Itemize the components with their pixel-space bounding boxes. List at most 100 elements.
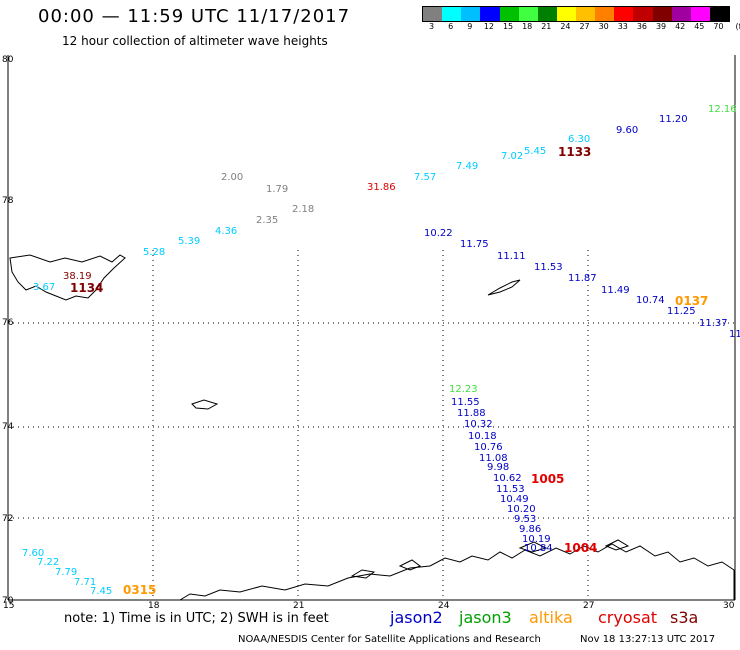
pass-time-label: 1134 bbox=[70, 281, 104, 295]
legend-tick-label: 33 bbox=[617, 22, 628, 31]
y-axis-label: 78 bbox=[2, 196, 14, 206]
wave-height-value: 11 bbox=[729, 329, 740, 340]
wave-height-value: 2.35 bbox=[256, 215, 279, 226]
wave-height-value: 2.00 bbox=[221, 172, 244, 183]
x-axis-label: 24 bbox=[438, 601, 450, 611]
wave-height-value: 31.86 bbox=[367, 182, 396, 193]
wave-height-value: 3.67 bbox=[33, 282, 56, 293]
wave-height-value: 10.22 bbox=[424, 228, 453, 239]
wave-height-value: 7.45 bbox=[90, 586, 113, 597]
legend-swatch bbox=[595, 7, 615, 21]
wave-height-value: 38.19 bbox=[63, 271, 92, 282]
wave-height-value: 7.60 bbox=[22, 548, 45, 559]
coastal-islands bbox=[350, 539, 630, 579]
legend-swatch bbox=[461, 7, 481, 21]
wave-height-value: 10.32 bbox=[464, 419, 493, 430]
y-axis-label: 74 bbox=[2, 422, 14, 432]
wave-height-value: 10.20 bbox=[507, 504, 536, 515]
legend-tick-label: 36 bbox=[636, 22, 648, 31]
page-subtitle: 12 hour collection of altimeter wave hei… bbox=[62, 34, 328, 48]
wave-height-value: 11.49 bbox=[601, 285, 630, 296]
legend-tick-label: 70 bbox=[713, 22, 724, 31]
wave-height-value: 12.23 bbox=[449, 384, 478, 395]
units-note: note: 1) Time is in UTC; 2) SWH is in fe… bbox=[64, 611, 329, 626]
legend-swatch bbox=[652, 7, 672, 21]
satellite-name: altika bbox=[529, 608, 573, 627]
wave-height-value: 11.53 bbox=[496, 484, 525, 495]
pass-time-label: 0315 bbox=[123, 583, 157, 597]
wave-height-value: 11.53 bbox=[534, 262, 563, 273]
y-axis-label: 70 bbox=[2, 596, 14, 606]
wave-height-value: 5.39 bbox=[178, 236, 201, 247]
legend-tick-label: 18 bbox=[522, 22, 533, 31]
wave-height-value: 10.49 bbox=[500, 494, 529, 505]
wave-height-value: 12.16 bbox=[708, 104, 737, 115]
generated-timestamp: Nov 18 13:27:13 UTC 2017 bbox=[580, 634, 716, 645]
legend-swatch bbox=[537, 7, 557, 21]
legend-tick-label: 21 bbox=[541, 22, 552, 31]
legend-swatch bbox=[690, 7, 710, 21]
legend-swatch bbox=[442, 7, 462, 21]
pass-time-label: 0137 bbox=[675, 294, 709, 308]
wave-height-value: 7.71 bbox=[74, 577, 97, 588]
satellite-name: s3a bbox=[670, 608, 699, 627]
satellite-name: jason3 bbox=[459, 608, 512, 627]
legend-swatch bbox=[556, 7, 576, 21]
wave-height-value: 11.75 bbox=[460, 239, 489, 250]
legend-tick-label: 45 bbox=[694, 22, 705, 31]
wave-height-value: 7.79 bbox=[55, 567, 78, 578]
legend-tick-label: 12 bbox=[483, 22, 495, 31]
x-axis-label: 18 bbox=[148, 601, 160, 611]
wave-height-value: 7.49 bbox=[456, 161, 479, 172]
wave-height-value: 5.28 bbox=[143, 247, 166, 258]
pass-time-label: 1005 bbox=[531, 472, 565, 486]
legend-swatch bbox=[709, 7, 729, 21]
y-axis-label: 72 bbox=[2, 514, 14, 524]
wave-height-value: 11.87 bbox=[568, 273, 597, 284]
legend-tick-label: (ft) bbox=[735, 22, 740, 31]
legend-swatch bbox=[423, 7, 443, 21]
legend-swatch bbox=[576, 7, 596, 21]
page-title: 00:00 — 11:59 UTC 11/17/2017 bbox=[38, 6, 351, 27]
wave-height-value: 11.55 bbox=[451, 397, 480, 408]
wave-height-value: 4.36 bbox=[215, 226, 238, 237]
y-axis-label: 80 bbox=[2, 55, 14, 65]
wave-height-value: 2.18 bbox=[292, 204, 315, 215]
satellite-name: cryosat bbox=[598, 608, 658, 627]
legend-swatch bbox=[671, 7, 691, 21]
wave-height-value: 10.19 bbox=[522, 534, 551, 545]
wave-height-value: 7.57 bbox=[414, 172, 437, 183]
legend-tick-label: 9 bbox=[467, 22, 473, 31]
svalbard-coastline bbox=[9, 254, 126, 301]
wave-height-value: 11.37 bbox=[699, 318, 728, 329]
wave-height-value: 10.84 bbox=[524, 543, 553, 554]
legend-tick-label: 30 bbox=[598, 22, 609, 31]
wave-height-color-legend bbox=[422, 6, 730, 22]
legend-swatch bbox=[518, 7, 538, 21]
wave-height-value: 10.18 bbox=[468, 431, 497, 442]
wave-height-value: 6.30 bbox=[568, 134, 591, 145]
wave-height-value: 10.76 bbox=[474, 442, 503, 453]
wave-height-value: 9.53 bbox=[514, 514, 537, 525]
kong-karls-land-coastline bbox=[487, 279, 521, 296]
legend-swatch bbox=[633, 7, 653, 21]
x-axis-label: 30 bbox=[723, 601, 735, 611]
legend-tick-label: 24 bbox=[560, 22, 571, 31]
legend-tick-label: 39 bbox=[655, 22, 667, 31]
wave-height-value: 7.22 bbox=[37, 557, 60, 568]
satellite-name: jason2 bbox=[390, 608, 443, 627]
legend-swatch bbox=[614, 7, 634, 21]
legend-swatch bbox=[499, 7, 519, 21]
x-axis-label: 21 bbox=[293, 601, 305, 611]
bear-island-coastline bbox=[191, 399, 219, 410]
wave-height-value: 9.86 bbox=[519, 524, 542, 535]
legend-tick-label: 42 bbox=[675, 22, 686, 31]
y-axis-label: 76 bbox=[2, 318, 14, 328]
wave-height-value: 9.60 bbox=[616, 125, 639, 136]
legend-tick-label: 15 bbox=[502, 22, 514, 31]
wave-height-value: 11.25 bbox=[667, 306, 696, 317]
legend-tick-label: 27 bbox=[579, 22, 590, 31]
